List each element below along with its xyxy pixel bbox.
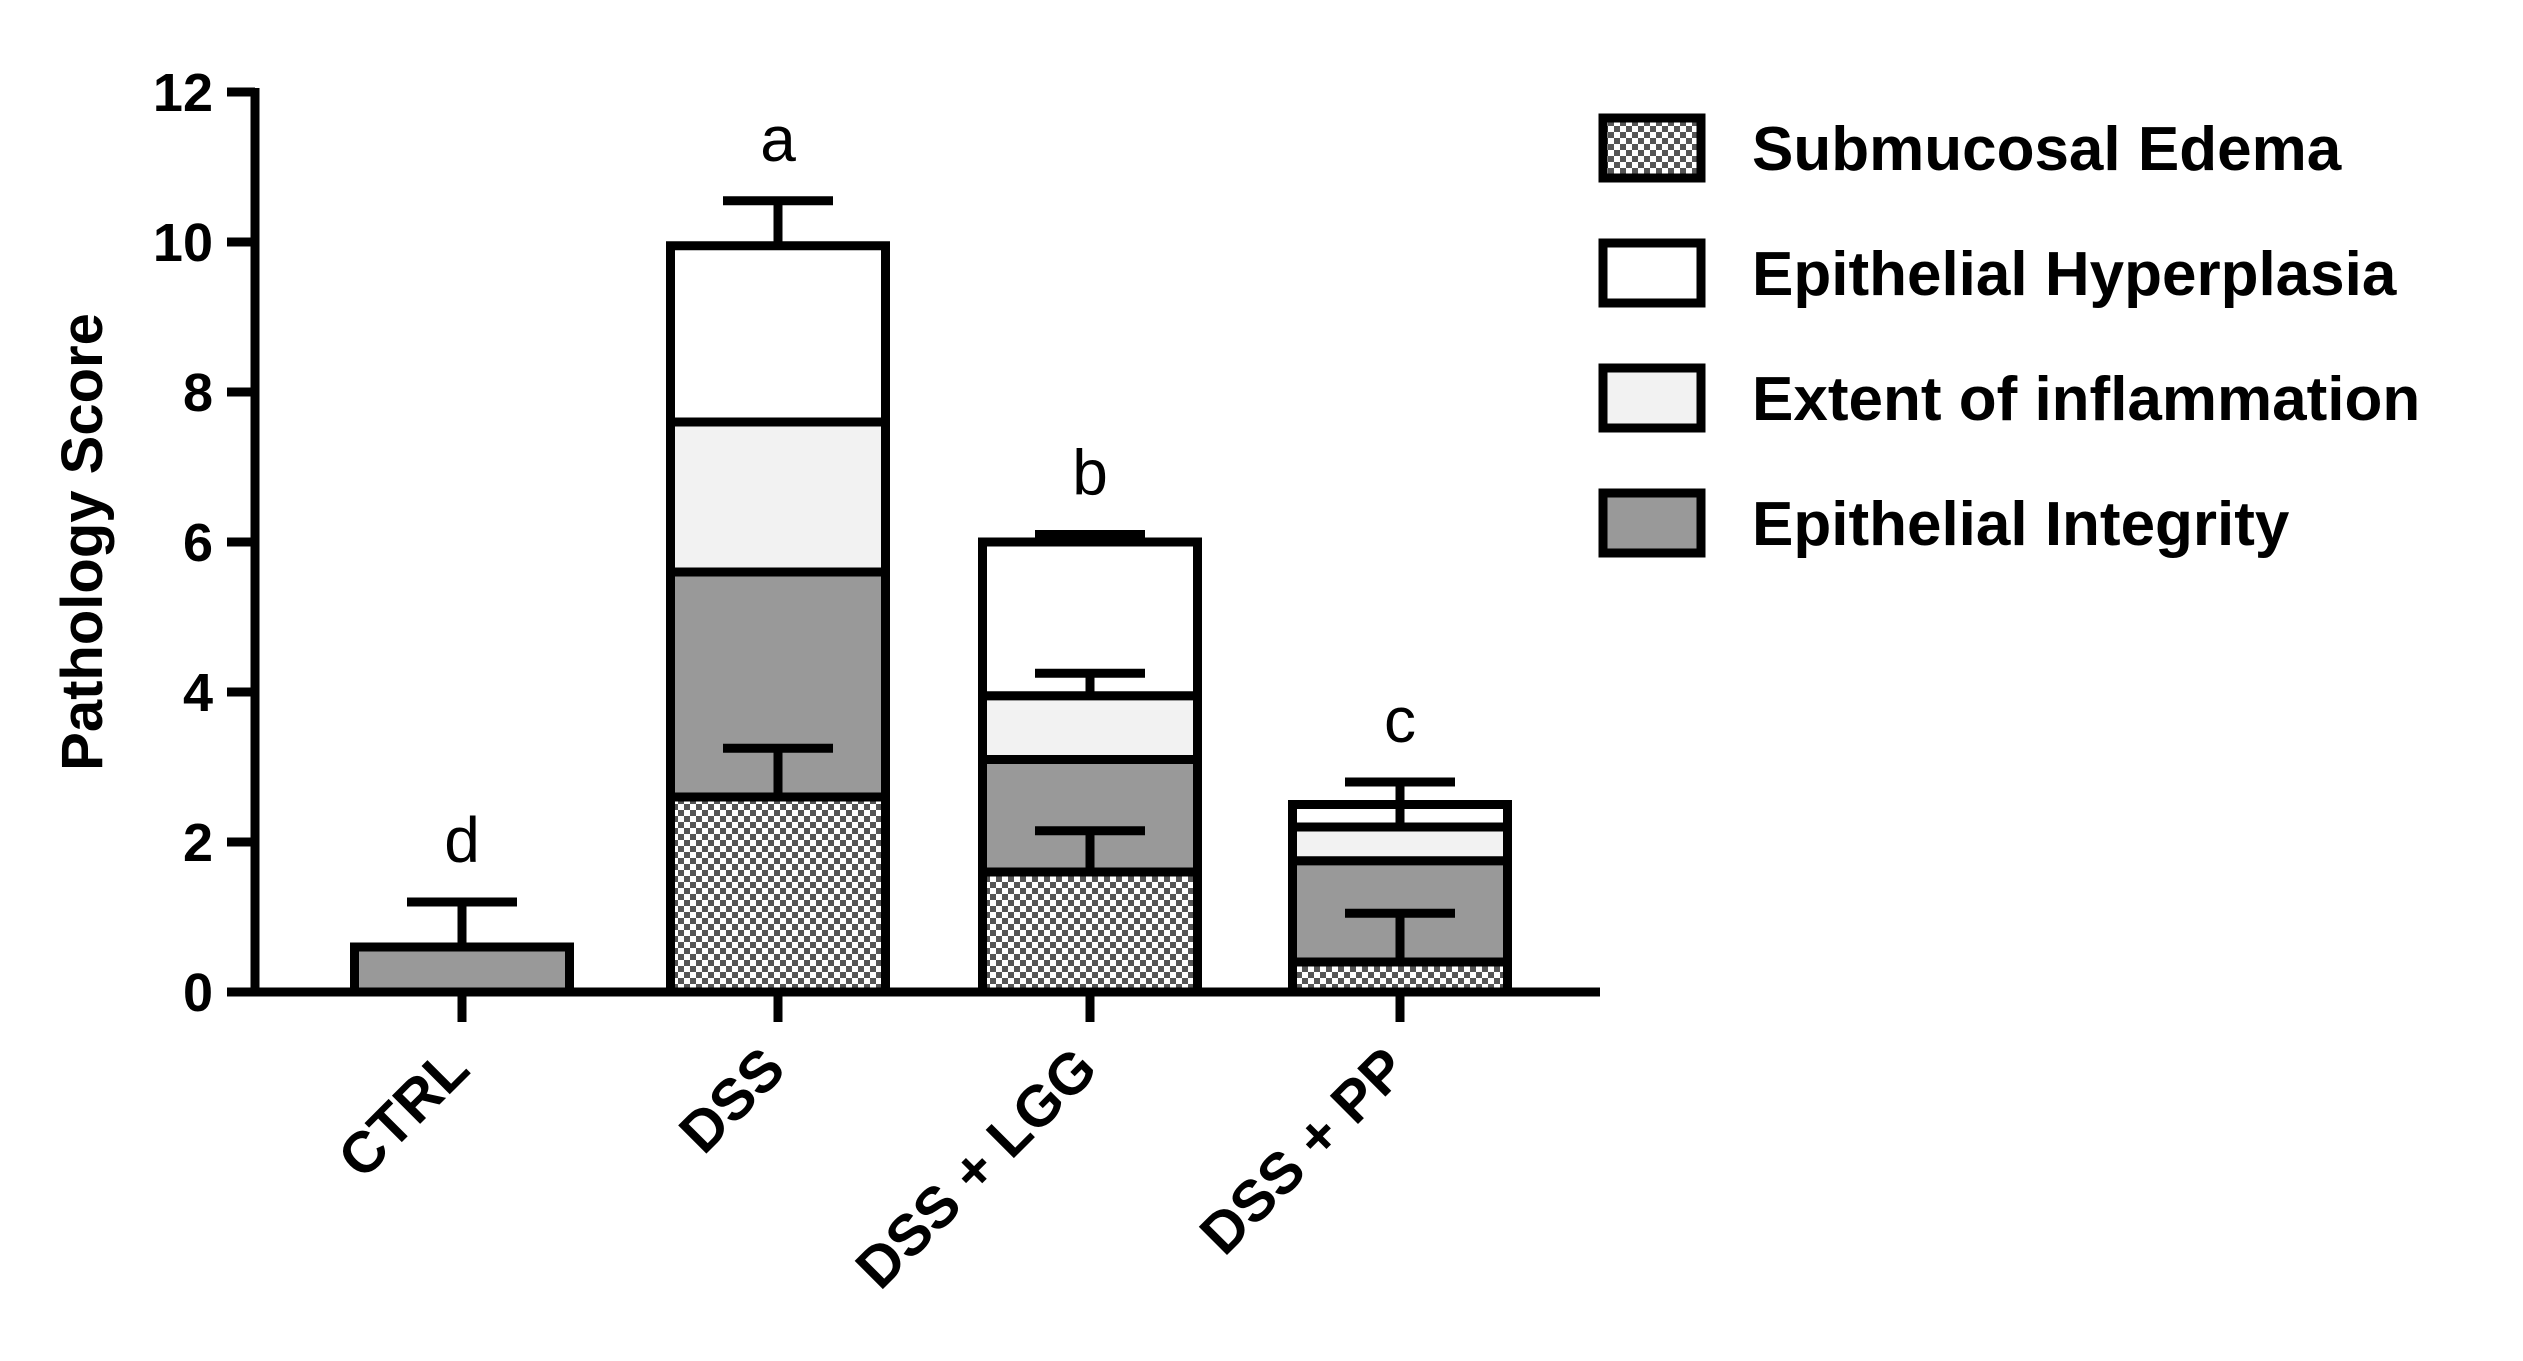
significance-letter-dss-lgg: b (1072, 437, 1108, 509)
bar-segment-dss-extent-of-inflammation (666, 417, 890, 577)
legend-swatch-extent-of-inflammation (1598, 363, 1706, 433)
x-tick-label-dss-lgg: DSS + LGG (843, 1035, 1109, 1301)
error-bars-layer (407, 196, 1455, 962)
legend-label-extent-of-inflammation: Extent of inflammation (1752, 365, 2420, 434)
y-tick-label-8: 8 (183, 363, 213, 423)
significance-letter-dss-pp: c (1384, 684, 1416, 756)
significance-letter-dss: a (760, 103, 796, 175)
bar-segment-dss-epithelial-hyperplasia (666, 241, 890, 427)
bar-segment-ctrl-epithelial-integrity (350, 942, 574, 997)
legend-swatch-submucosal-edema (1598, 113, 1706, 183)
legend-label-submucosal-edema: Submucosal Edema (1752, 115, 2342, 184)
y-tick-label-6: 6 (183, 513, 213, 573)
legend: Submucosal Edema Epithelial Hyperplasia Ex… (1598, 113, 2420, 559)
y-tick-label-12: 12 (153, 63, 213, 123)
y-tick-label-0: 0 (183, 963, 213, 1023)
bars-layer (350, 241, 1512, 997)
x-tick-label-dss: DSS (667, 1035, 797, 1165)
significance-letter-ctrl: d (444, 804, 480, 876)
legend-swatch-epithelial-integrity (1598, 488, 1706, 558)
x-tick-label-dss-pp: DSS + PP (1187, 1035, 1419, 1267)
y-tick-label-10: 10 (153, 213, 213, 273)
legend-swatch-epithelial-hyperplasia (1598, 238, 1706, 308)
bar-segment-dss-pp-extent-of-inflammation (1288, 822, 1512, 866)
y-tick-label-4: 4 (183, 663, 213, 723)
y-tick-label-2: 2 (183, 813, 213, 873)
legend-label-epithelial-integrity: Epithelial Integrity (1752, 490, 2290, 559)
bar-segment-dss-lgg-submucosal-edema (978, 867, 1202, 997)
x-tick-label-ctrl: CTRL (326, 1035, 481, 1190)
legend-label-epithelial-hyperplasia: Epithelial Hyperplasia (1752, 240, 2397, 309)
bar-segment-dss-lgg-extent-of-inflammation (978, 691, 1202, 764)
labels-layer: d a b c (444, 103, 1416, 876)
bar-segment-dss-submucosal-edema (666, 792, 890, 997)
y-axis-title: Pathology Score (50, 313, 115, 771)
